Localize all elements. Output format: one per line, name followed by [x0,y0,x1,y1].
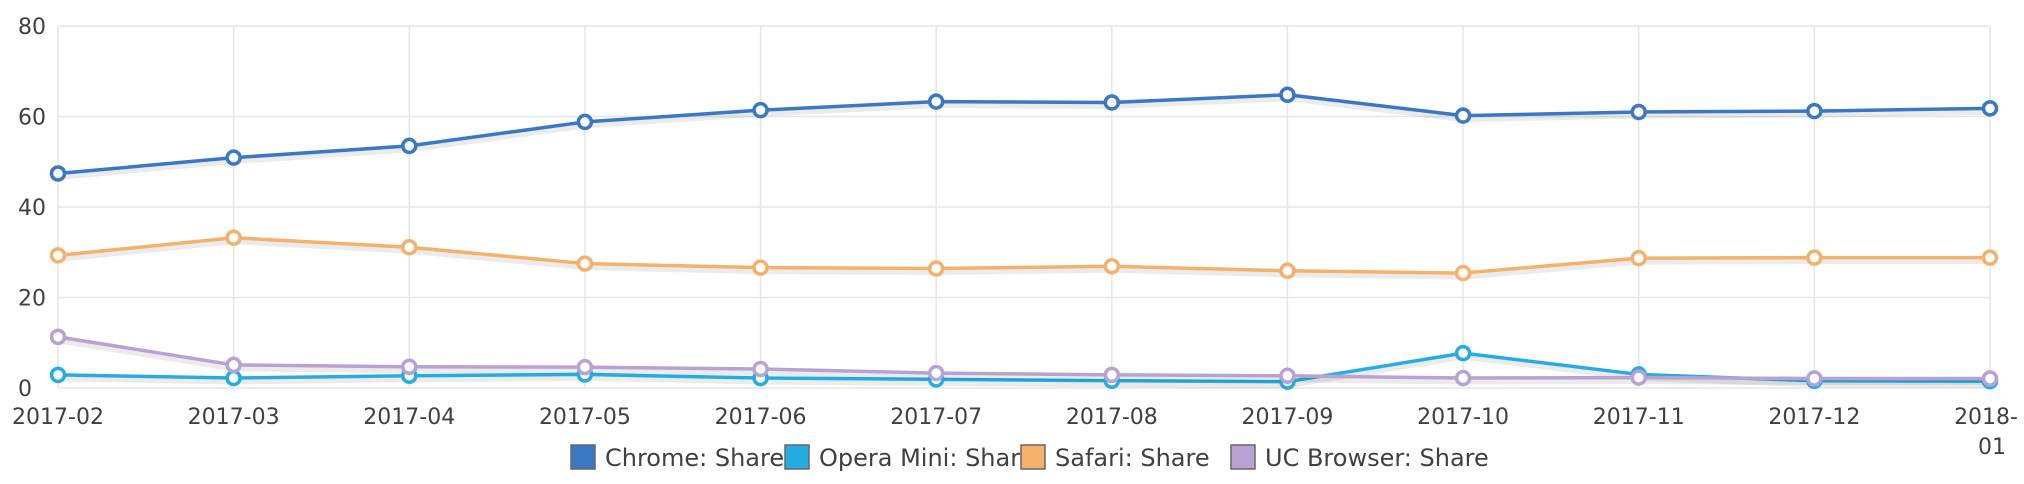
data-point[interactable] [1279,86,1296,104]
x-tick-label: 2018-01 [1954,405,2018,460]
x-tick-label: 2017-11 [1593,405,1685,430]
x-tick-label: 2017-07 [890,405,982,430]
data-point[interactable] [1981,100,1999,117]
series-shadow [57,239,1990,280]
y-tick-label: 40 [18,196,46,221]
legend-item[interactable]: Opera Mini: Share [784,444,1034,472]
data-point[interactable] [401,358,418,375]
series-line-0 [57,93,1991,176]
legend-label: Opera Mini: Share [819,444,1034,472]
series-line-1 [57,351,1991,384]
series-shadow [57,338,1990,385]
y-tick-label: 20 [18,287,46,312]
data-point[interactable] [49,247,67,264]
legend-swatch [570,444,596,470]
legend-label: Chrome: Share [605,444,784,472]
data-point[interactable] [752,360,769,378]
data-point[interactable] [752,101,769,119]
data-point[interactable] [752,259,769,276]
x-tick-label: 2017-03 [188,405,280,430]
series-layer [49,86,1999,390]
data-point[interactable] [927,93,945,110]
data-point[interactable] [225,356,242,374]
legend-item[interactable]: Safari: Share [1020,444,1210,472]
x-tick-label: 2017-10 [1417,405,1509,430]
data-point[interactable] [225,229,242,247]
data-point[interactable] [1103,366,1121,384]
data-point[interactable] [1806,370,1823,387]
data-point[interactable] [1806,249,1823,266]
data-point[interactable] [1630,369,1647,386]
grid [57,25,1991,389]
data-point[interactable] [1454,344,1472,362]
x-axis: 2017-02 2017-03 2017-04 2017-05 2017-06 2017-… [12,405,2018,460]
y-axis: 0 20 40 60 80 [18,15,46,402]
data-point[interactable] [927,364,945,382]
x-tick-label: 2017-06 [715,405,807,430]
data-point[interactable] [49,165,67,182]
legend-swatch [1020,444,1046,470]
data-point[interactable] [1981,249,1999,266]
data-point[interactable] [1454,264,1472,282]
series-line-2 [57,236,1990,275]
series-line-3 [57,335,1990,381]
data-point[interactable] [1630,103,1647,121]
data-point[interactable] [576,113,594,131]
data-point[interactable] [1103,94,1121,111]
legend-item[interactable]: Chrome: Share [570,444,784,472]
x-tick-label: 2017-04 [363,405,455,430]
data-point[interactable] [1454,369,1472,387]
data-point[interactable] [1279,262,1296,280]
data-point[interactable] [49,328,67,346]
data-point[interactable] [225,369,242,387]
data-point[interactable] [1806,102,1823,120]
data-point[interactable] [576,255,594,272]
data-point[interactable] [401,239,418,256]
data-point[interactable] [49,366,67,384]
legend-swatch [784,444,810,470]
x-tick-label: 2017-05 [539,405,631,430]
data-point[interactable] [225,149,242,166]
legend-label: Safari: Share [1055,444,1210,472]
legend-label: UC Browser: Share [1265,444,1489,472]
data-point[interactable] [1103,258,1121,275]
legend-swatch [1230,444,1256,470]
data-point[interactable] [1454,107,1472,124]
x-tick-label: 2017-02 [12,405,104,430]
data-point[interactable] [401,137,418,155]
data-point[interactable] [576,358,594,376]
x-tick-label: 2017-09 [1241,405,1333,430]
legend: Chrome: Share Opera Mini: Share Safari: Sh… [570,444,1489,472]
x-tick-label: 2017-12 [1768,405,1860,430]
legend-item[interactable]: UC Browser: Share [1230,444,1489,472]
series-shadow [57,96,1991,181]
data-point[interactable] [1279,367,1296,385]
y-tick-label: 80 [18,15,46,40]
y-tick-label: 0 [18,377,32,402]
data-point[interactable] [1981,370,1999,387]
data-point[interactable] [927,260,945,277]
x-tick-label: 2017-08 [1066,405,1158,430]
data-point[interactable] [1630,249,1647,267]
y-tick-label: 60 [18,106,46,131]
